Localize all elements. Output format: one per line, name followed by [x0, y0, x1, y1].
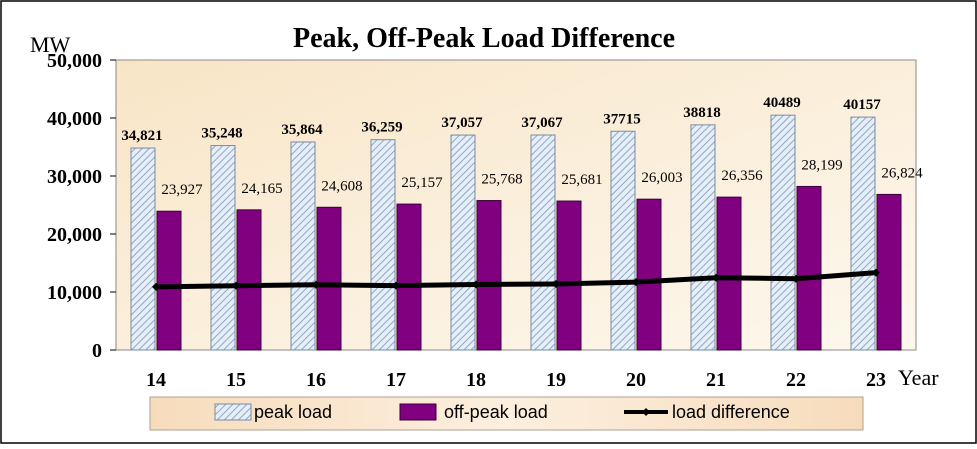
legend-box — [149, 396, 864, 431]
data-label-off-peak: 26,003 — [641, 170, 682, 186]
line-point-load-difference — [472, 280, 480, 289]
data-label-peak: 36,259 — [361, 120, 402, 136]
x-tick-label: 23 — [866, 369, 886, 391]
data-label-off-peak: 28,199 — [801, 157, 842, 173]
line-point-load-difference — [152, 282, 160, 291]
legend-label-peak: peak load — [254, 402, 332, 422]
y-tick-label: 0 — [92, 340, 102, 362]
bar-off-peak-load — [796, 185, 822, 351]
data-label-off-peak: 24,165 — [241, 181, 282, 197]
data-label-peak: 37715 — [603, 111, 641, 127]
data-label-peak: 35,248 — [201, 126, 242, 142]
y-tick-label: 10,000 — [47, 282, 102, 304]
legend-swatch-peak — [214, 403, 252, 421]
x-axis-unit: Year — [898, 365, 939, 390]
legend-swatch-offpeak — [399, 403, 437, 421]
data-label-off-peak: 25,768 — [481, 172, 522, 188]
x-tick-label: 14 — [146, 369, 166, 391]
bar-peak-load — [450, 134, 476, 351]
x-tick-label: 21 — [706, 369, 726, 391]
line-point-load-difference — [552, 279, 560, 288]
line-point-load-difference — [712, 273, 720, 282]
data-label-peak: 38818 — [683, 105, 721, 121]
x-tick-label: 20 — [626, 369, 646, 391]
y-tick-label: 40,000 — [47, 108, 102, 130]
data-label-peak: 37,057 — [441, 115, 483, 131]
legend-line-marker — [642, 408, 650, 416]
legend-label-offpeak: off-peak load — [444, 402, 548, 422]
data-label-peak: 35,864 — [281, 122, 323, 138]
data-label-peak: 37,067 — [521, 115, 563, 131]
data-label-off-peak: 26,356 — [721, 168, 763, 184]
x-tick-label: 19 — [546, 369, 566, 391]
data-label-peak: 40157 — [843, 97, 881, 113]
bar-peak-load — [370, 139, 396, 351]
y-tick-label: 50,000 — [47, 50, 102, 72]
line-point-load-difference — [632, 278, 640, 287]
line-series-group — [152, 268, 880, 291]
data-label-off-peak: 23,927 — [161, 182, 203, 198]
x-tick-label: 15 — [226, 369, 246, 391]
bar-peak-load — [290, 141, 316, 351]
legend: peak load off-peak load load difference — [149, 396, 864, 431]
line-point-load-difference — [312, 280, 320, 289]
x-tick-label: 16 — [306, 369, 326, 391]
data-label-peak: 40489 — [763, 95, 801, 111]
x-tick-label: 22 — [786, 369, 806, 391]
line-point-load-difference — [392, 281, 400, 290]
bar-peak-load — [610, 130, 636, 351]
data-label-off-peak: 26,824 — [881, 165, 923, 181]
chart-title: Peak, Off-Peak Load Difference — [293, 23, 675, 54]
y-axis-unit: MW — [30, 32, 71, 57]
y-axis: 0 10,000 20,000 30,000 40,000 50,000 — [47, 50, 116, 362]
line-point-load-difference — [872, 268, 880, 277]
line-load-difference — [153, 270, 879, 290]
bar-peak-load — [690, 124, 716, 351]
bar-off-peak-load — [636, 198, 662, 351]
bar-off-peak-load — [556, 200, 582, 351]
line-point-load-difference — [792, 274, 800, 283]
y-tick-label: 20,000 — [47, 224, 102, 246]
bar-off-peak-load — [876, 193, 902, 351]
bar-off-peak-load — [396, 203, 422, 351]
x-tick-label: 18 — [466, 369, 486, 391]
data-label-off-peak: 25,157 — [401, 175, 443, 191]
data-label-off-peak: 25,681 — [561, 172, 602, 188]
bar-off-peak-load — [236, 209, 262, 351]
bar-peak-load — [130, 147, 156, 351]
bar-peak-load — [850, 116, 876, 351]
data-label-off-peak: 24,608 — [321, 178, 362, 194]
bar-off-peak-load — [156, 210, 182, 351]
data-labels-group: 34,821 23,927 35,248 24,165 35,864 24,608 36,2… — [121, 95, 923, 198]
bar-off-peak-load — [316, 206, 342, 351]
legend-label-difference: load difference — [672, 402, 790, 422]
bars-group — [130, 114, 902, 351]
line-point-load-difference — [232, 281, 240, 290]
bar-off-peak-load — [476, 200, 502, 351]
data-label-peak: 34,821 — [121, 128, 162, 144]
x-axis: 14 15 16 17 18 19 20 21 22 23 — [146, 369, 886, 391]
bar-off-peak-load — [716, 196, 742, 351]
bar-peak-load — [210, 145, 236, 351]
y-tick-label: 30,000 — [47, 166, 102, 188]
x-tick-label: 17 — [386, 369, 406, 391]
bar-peak-load — [530, 134, 556, 351]
bar-peak-load — [770, 114, 796, 351]
